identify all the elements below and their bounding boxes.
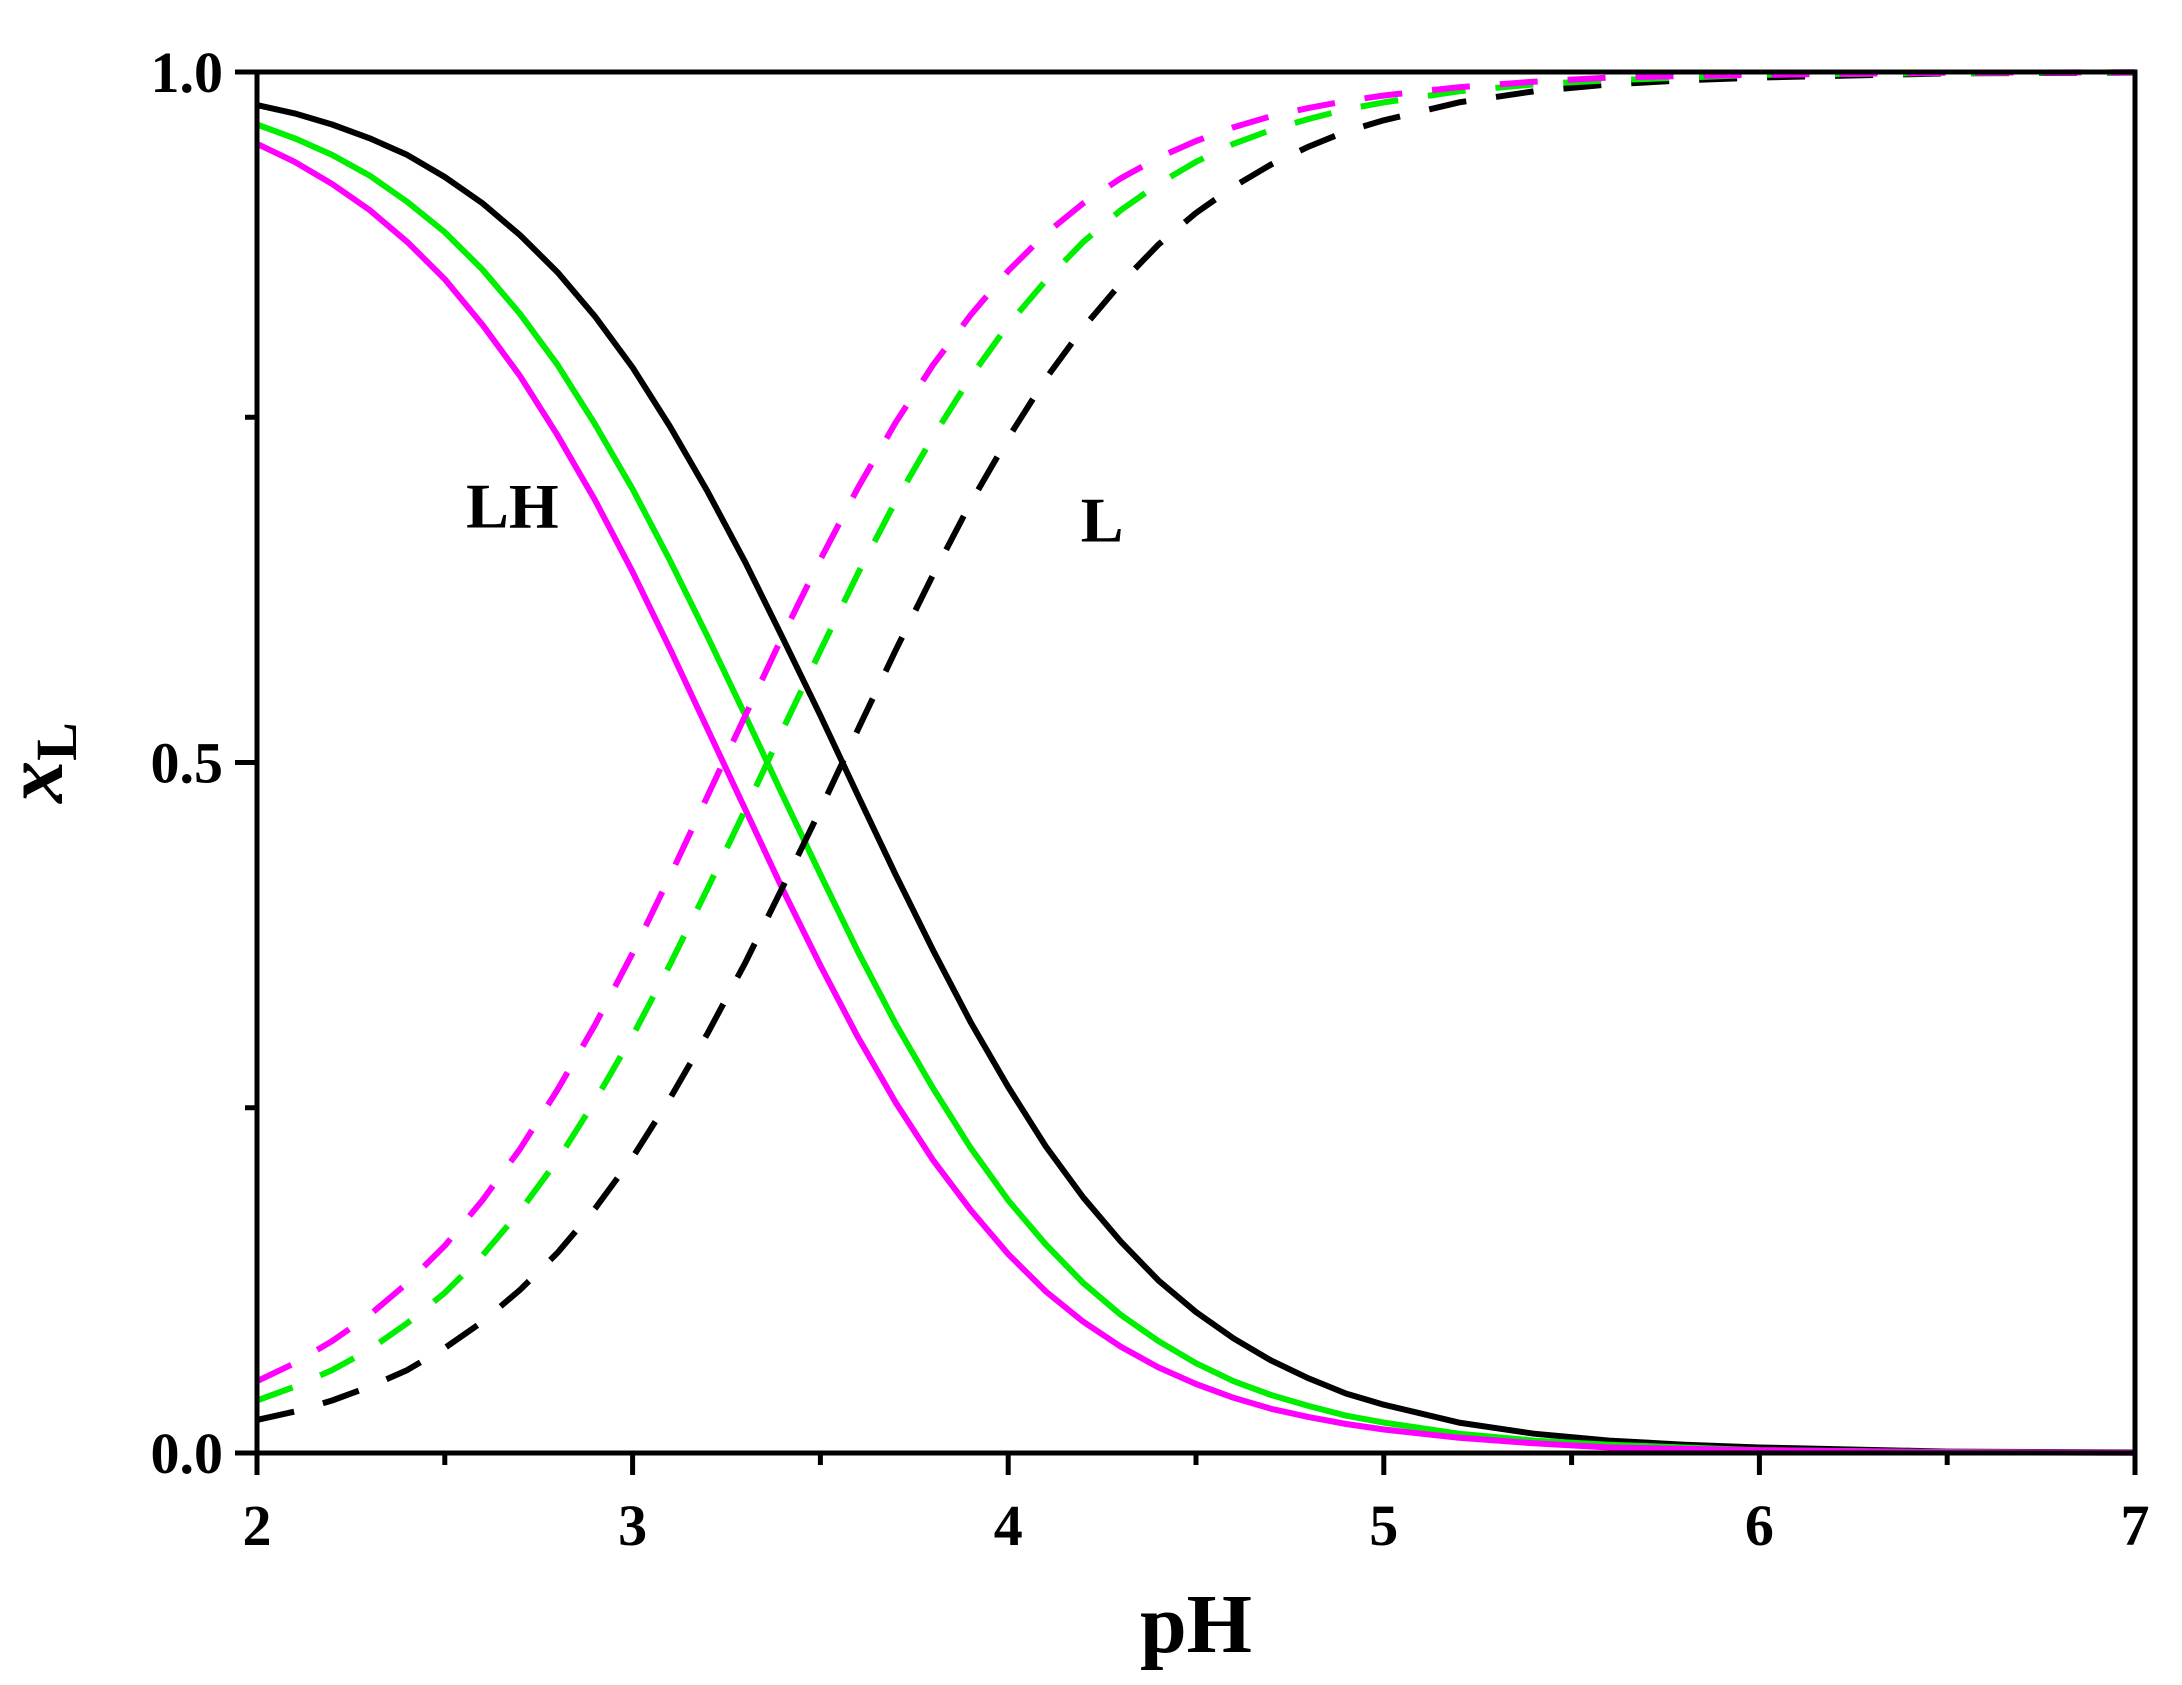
y-axis-title-main: x	[0, 761, 81, 805]
y-axis-title: xL	[0, 722, 89, 805]
series-line-lh-solid-1	[256, 102, 2136, 1456]
series-line-l-dashed-3	[255, 69, 2136, 1384]
y-tick-label: 0.0	[151, 1421, 224, 1486]
series-line-lh-solid-3	[255, 141, 2136, 1456]
y-axis-title-sub: L	[24, 722, 89, 761]
series-line-l-dashed-2	[255, 69, 2136, 1404]
annotation-l: L	[1081, 485, 1124, 556]
x-tick-label: 5	[1369, 1493, 1398, 1558]
x-tick-label: 7	[2121, 1493, 2150, 1558]
plot-frame	[254, 69, 2138, 1456]
y-tick-label: 0.5	[151, 731, 224, 796]
x-axis-title: pH	[1140, 1578, 1252, 1671]
x-tick-label: 4	[994, 1493, 1023, 1558]
series-layer	[255, 69, 2136, 1456]
x-tick-label: 3	[618, 1493, 647, 1558]
y-tick-label: 1.0	[151, 40, 224, 105]
series-line-l-dashed-1	[256, 69, 2136, 1423]
series-line-lh-solid-2	[255, 121, 2136, 1456]
ticks-layer	[235, 69, 2138, 1475]
labels-layer: 2 3 4 5 6 7 0.0 0.5 1.0	[151, 40, 2150, 1558]
annotations: LH L	[466, 471, 1123, 556]
x-tick-label: 6	[1745, 1493, 1774, 1558]
x-tick-label: 2	[243, 1493, 272, 1558]
annotation-lh: LH	[466, 471, 558, 542]
